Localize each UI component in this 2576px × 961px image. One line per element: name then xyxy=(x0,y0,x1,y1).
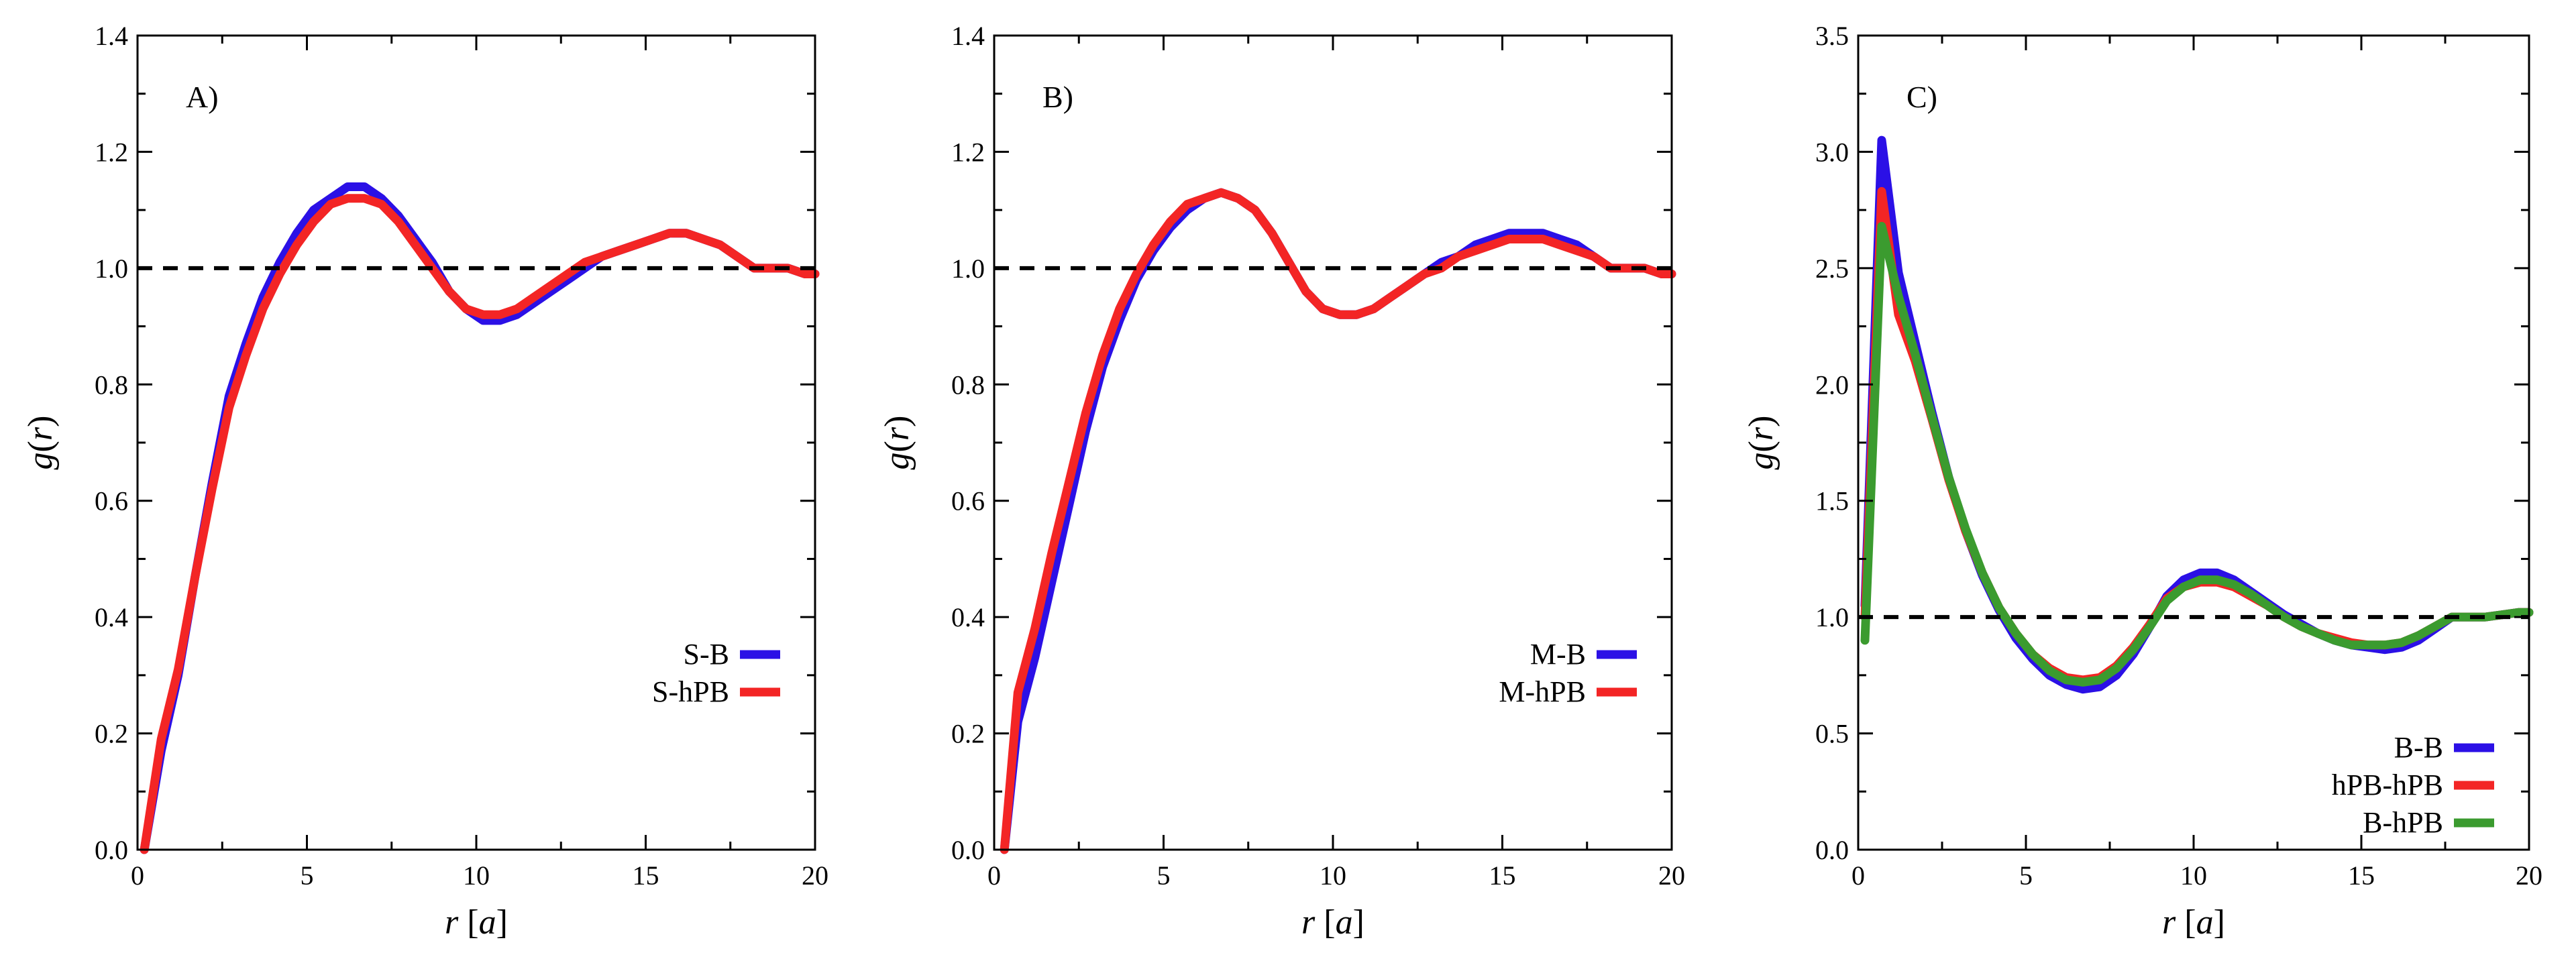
y-axis-title-part-3: ) xyxy=(21,416,60,427)
plot-frame xyxy=(993,34,1673,851)
series-line-S-hPB xyxy=(140,194,820,854)
x-tick-label: 5 xyxy=(1157,860,1171,891)
series-line-B-B xyxy=(1860,135,2534,694)
legend-label-S-B: S-B xyxy=(684,638,729,671)
y-axis-title-part-1: ( xyxy=(1742,441,1780,452)
series-line-B-hPB xyxy=(1860,221,2534,687)
y-tick-label: 0.0 xyxy=(951,835,985,865)
x-axis-title-part-1: [ xyxy=(1315,903,1335,942)
legend-label-B-hPB: B-hPB xyxy=(2363,806,2443,839)
y-tick-label: 1.5 xyxy=(1815,486,1849,516)
series-line-M-hPB xyxy=(1000,188,1676,854)
y-axis-title-part-3: ) xyxy=(1742,416,1780,427)
x-axis-title-part-0: r xyxy=(1301,903,1316,942)
y-tick-label: 0.8 xyxy=(951,370,985,400)
x-axis-title-part-1: [ xyxy=(458,903,478,942)
series-line-M-B xyxy=(1000,188,1676,854)
x-tick-label: 5 xyxy=(2019,860,2033,891)
y-axis-title-part-1: ( xyxy=(878,441,916,452)
legend-label-M-hPB: M-hPB xyxy=(1499,675,1586,708)
y-axis-title-part-2: r xyxy=(21,427,60,441)
x-axis-title-part-3: ] xyxy=(1353,903,1364,942)
y-tick-label: 1.0 xyxy=(1815,602,1849,632)
x-tick-label: 20 xyxy=(802,860,828,891)
y-tick-label: 0.0 xyxy=(95,835,128,865)
x-axis-title: r [a] xyxy=(445,903,508,942)
x-tick-label: 15 xyxy=(2348,860,2375,891)
y-tick-label: 0.5 xyxy=(1815,719,1849,749)
y-tick-label: 0.2 xyxy=(95,719,128,749)
panel-3: 0 5 10 15 20 0.0 0.5 1.0 1.5 2.0 2.5 3.0 3.5 C) r [a] g… xyxy=(1742,21,2542,942)
panel-2: 0 5 10 15 20 0.0 0.2 0.4 0.6 0.8 1.0 1.2 1.4 B) r [a] g… xyxy=(878,21,1685,942)
y-tick-label: 0.2 xyxy=(951,719,985,749)
panel-label: A) xyxy=(186,80,219,114)
y-tick-label: 1.4 xyxy=(951,21,985,51)
legend-label-S-hPB: S-hPB xyxy=(652,675,729,708)
legend-label-hPB-hPB: hPB-hPB xyxy=(2332,769,2443,801)
series-line-hPB-hPB xyxy=(1860,186,2534,685)
y-tick-label: 3.0 xyxy=(1815,137,1849,167)
series-line-S-B xyxy=(140,182,820,854)
y-tick-label: 0.6 xyxy=(95,486,128,516)
y-axis-title: g(r) xyxy=(21,416,60,470)
panel-1: 0 5 10 15 20 0.0 0.2 0.4 0.6 0.8 1.0 1.2 1.4 A) r [a] g… xyxy=(21,21,828,942)
y-tick-label: 0.4 xyxy=(95,602,128,632)
x-tick-label: 15 xyxy=(1489,860,1516,891)
y-tick-label: 1.2 xyxy=(95,137,128,167)
panel-label: C) xyxy=(1907,80,1937,114)
x-axis-title-part-3: ] xyxy=(496,903,508,942)
x-axis-title-part-1: [ xyxy=(2176,903,2196,942)
y-tick-label: 1.4 xyxy=(95,21,128,51)
y-tick-label: 1.0 xyxy=(95,253,128,284)
y-axis-title-part-2: r xyxy=(878,427,916,441)
y-axis-title-part-1: ( xyxy=(21,441,60,452)
x-tick-label: 10 xyxy=(463,860,490,891)
y-tick-label: 2.5 xyxy=(1815,253,1849,284)
plot-frame xyxy=(136,34,816,851)
x-tick-label: 10 xyxy=(2180,860,2207,891)
x-tick-label: 5 xyxy=(301,860,314,891)
x-axis-title: r [a] xyxy=(1301,903,1364,942)
x-tick-label: 10 xyxy=(1320,860,1346,891)
y-axis-title-part-0: g xyxy=(1742,452,1780,469)
y-tick-label: 0.0 xyxy=(1815,835,1849,865)
y-axis-title-part-0: g xyxy=(878,452,916,469)
x-axis-title-part-2: a xyxy=(2196,903,2214,942)
y-tick-label: 0.6 xyxy=(951,486,985,516)
x-tick-label: 0 xyxy=(1851,860,1865,891)
x-tick-label: 0 xyxy=(131,860,144,891)
legend-label-M-B: M-B xyxy=(1530,638,1586,671)
legend-label-B-B: B-B xyxy=(2394,731,2443,764)
y-tick-label: 1.0 xyxy=(951,253,985,284)
y-axis-title-part-3: ) xyxy=(878,416,916,427)
x-tick-label: 20 xyxy=(2516,860,2542,891)
x-tick-label: 20 xyxy=(1658,860,1685,891)
y-axis-title: g(r) xyxy=(1742,416,1780,470)
x-axis-title-part-2: a xyxy=(479,903,496,942)
y-tick-label: 0.8 xyxy=(95,370,128,400)
x-axis-title-part-3: ] xyxy=(2214,903,2225,942)
y-axis-title-part-0: g xyxy=(21,452,60,469)
x-axis-title: r [a] xyxy=(2162,903,2225,942)
y-axis-title-part-2: r xyxy=(1742,427,1780,441)
x-tick-label: 0 xyxy=(987,860,1001,891)
y-tick-label: 0.4 xyxy=(951,602,985,632)
y-tick-label: 2.0 xyxy=(1815,370,1849,400)
y-tick-label: 1.2 xyxy=(951,137,985,167)
x-axis-title-part-2: a xyxy=(1336,903,1353,942)
x-tick-label: 15 xyxy=(633,860,659,891)
x-axis-title-part-0: r xyxy=(445,903,459,942)
x-axis-title-part-0: r xyxy=(2162,903,2176,942)
plot-frame xyxy=(1857,34,2530,851)
y-tick-label: 3.5 xyxy=(1815,21,1849,51)
y-axis-title: g(r) xyxy=(878,416,916,470)
panel-label: B) xyxy=(1042,80,1073,114)
